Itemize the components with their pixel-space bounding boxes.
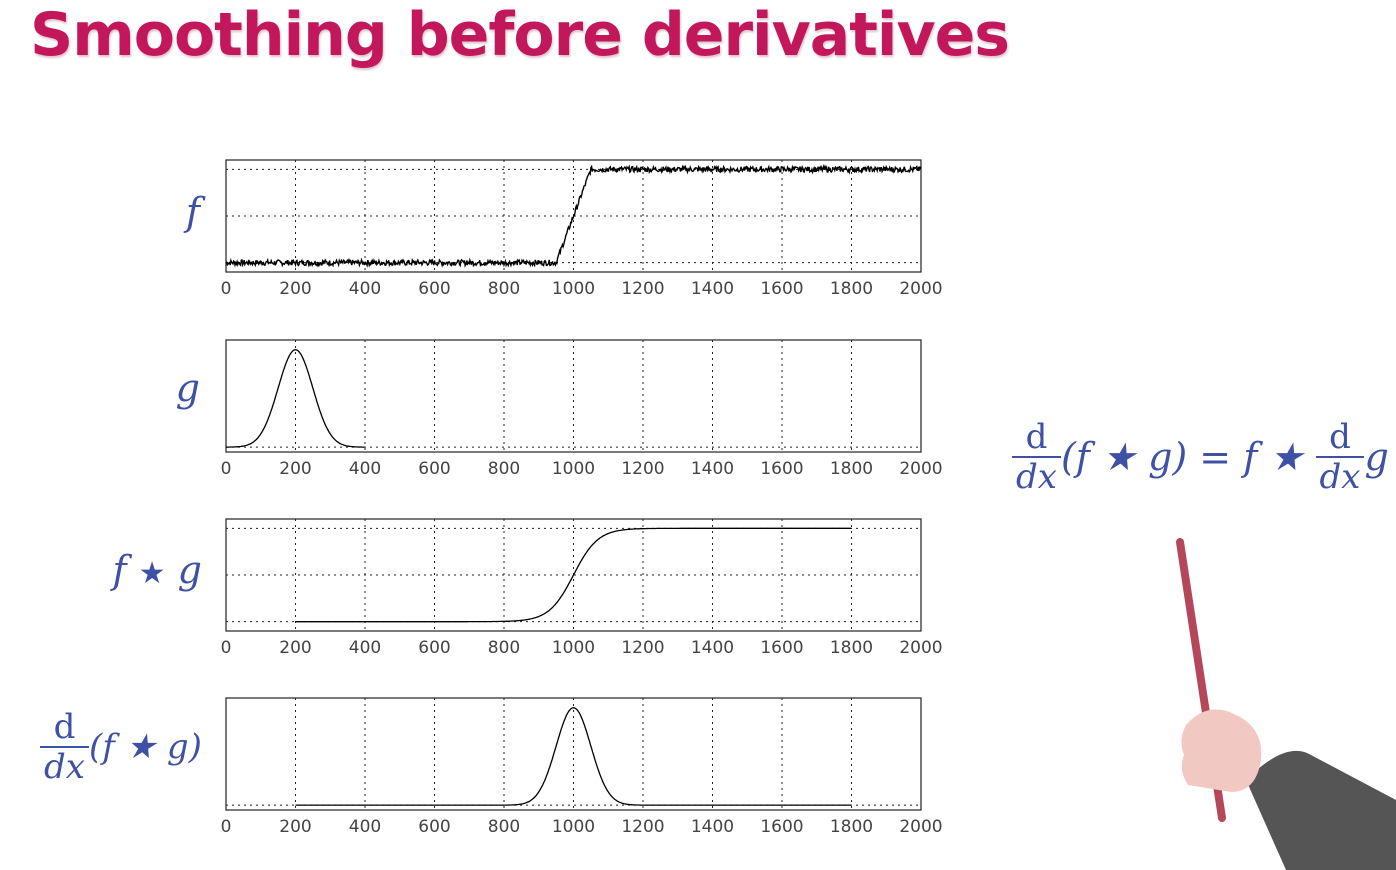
x-tick-label: 0: [221, 638, 232, 658]
label-derivative: d dx (f ★ g): [40, 708, 210, 786]
x-tick-label: 400: [349, 459, 381, 479]
x-tick-label: 800: [488, 459, 520, 479]
rhs-fraction: d dx: [1315, 418, 1365, 497]
label-f-star-g: f ★ g: [90, 548, 203, 592]
x-tick-label: 400: [349, 817, 381, 837]
x-tick-label: 200: [279, 638, 311, 658]
x-tick-label: 1600: [760, 279, 803, 299]
series-line: [225, 163, 922, 269]
derivative-expression: (f ★ g): [88, 727, 202, 767]
x-tick-label: 1000: [552, 459, 595, 479]
x-tick-label: 800: [488, 279, 520, 299]
label-f: f: [150, 190, 200, 234]
x-tick-label: 1000: [552, 279, 595, 299]
x-tick-label: 1400: [691, 279, 734, 299]
label-f-text: f: [185, 190, 200, 234]
series-line: [295, 707, 852, 806]
x-tick-label: 400: [349, 279, 381, 299]
lhs-denominator: dx: [1016, 457, 1057, 497]
x-tick-label: 0: [221, 817, 232, 837]
sleeve: [1246, 750, 1396, 870]
x-tick-label: 1000: [552, 638, 595, 658]
star-symbol: ★: [138, 556, 166, 591]
x-tick-label: 1800: [830, 459, 873, 479]
rhs-numerator: d: [1315, 418, 1365, 458]
x-tick-label: 1400: [691, 817, 734, 837]
label-fg-g: g: [177, 548, 202, 592]
x-tick-label: 1200: [621, 459, 664, 479]
x-tick-label: 2000: [899, 638, 942, 658]
derivative-identity: d dx (f ★ g) = f ★ d dx g: [1012, 418, 1389, 496]
x-tick-label: 2000: [899, 817, 942, 837]
x-tick-label: 1600: [760, 638, 803, 658]
lhs-fraction: d dx: [1012, 418, 1061, 496]
x-tick-label: 2000: [899, 279, 942, 299]
rhs-expression: g: [1364, 435, 1389, 479]
label-fg-f: f: [112, 548, 127, 592]
x-tick-label: 1800: [830, 279, 873, 299]
x-tick-label: 2000: [899, 459, 942, 479]
x-tick-label: 0: [221, 279, 232, 299]
x-tick-label: 1800: [830, 638, 873, 658]
series-line: [295, 527, 852, 623]
x-tick-label: 1800: [830, 817, 873, 837]
x-tick-label: 1200: [621, 279, 664, 299]
lhs-expression: (f ★ g) = f ★: [1060, 435, 1304, 479]
lhs-numerator: d: [1012, 418, 1061, 458]
x-tick-label: 1400: [691, 638, 734, 658]
x-tick-label: 1200: [621, 817, 664, 837]
series-line: [226, 349, 365, 448]
x-tick-label: 600: [418, 817, 450, 837]
teacher-pointer-illustration: [1176, 538, 1396, 870]
x-tick-label: 1200: [621, 638, 664, 658]
x-tick-label: 800: [488, 638, 520, 658]
x-tick-label: 1000: [552, 817, 595, 837]
x-tick-label: 600: [418, 459, 450, 479]
slide-title: Smoothing before derivatives: [30, 0, 1010, 70]
hand: [1181, 709, 1262, 792]
x-tick-label: 1400: [691, 459, 734, 479]
label-g: g: [150, 366, 200, 410]
label-g-text: g: [175, 366, 200, 410]
x-tick-label: 600: [418, 638, 450, 658]
x-tick-label: 200: [279, 459, 311, 479]
x-tick-label: 800: [488, 817, 520, 837]
x-tick-label: 1600: [760, 459, 803, 479]
x-tick-label: 600: [418, 279, 450, 299]
x-tick-label: 200: [279, 279, 311, 299]
derivative-denominator: dx: [44, 747, 85, 787]
derivative-fraction: d dx: [40, 708, 89, 786]
x-tick-label: 200: [279, 817, 311, 837]
x-tick-label: 0: [221, 459, 232, 479]
derivative-numerator: d: [40, 708, 89, 748]
x-tick-label: 400: [349, 638, 381, 658]
rhs-denominator: dx: [1319, 457, 1361, 497]
x-tick-label: 1600: [760, 817, 803, 837]
